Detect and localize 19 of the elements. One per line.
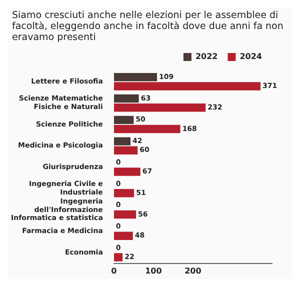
bar <box>114 137 131 146</box>
bar <box>114 168 140 176</box>
legend-label: 2022 <box>195 52 218 62</box>
bar <box>114 82 261 90</box>
bar <box>114 116 134 124</box>
bar <box>114 253 123 262</box>
bar <box>114 104 206 112</box>
bar <box>114 210 136 219</box>
x-tick-label: 200 <box>184 266 202 276</box>
x-tick-label: 100 <box>145 266 162 276</box>
x-tick-label: 0 <box>111 266 118 276</box>
bar <box>114 73 157 82</box>
chart-title: Siamo cresciuti anche nelle elezioni per le assemblee di facoltà, eleggendo anche in facoltà dove due anni fa non eravamo presenti <box>11 9 284 43</box>
bar <box>114 124 180 134</box>
bar <box>114 232 133 240</box>
bar <box>114 146 138 154</box>
bar <box>114 94 139 103</box>
legend-label: 2024 <box>240 52 262 62</box>
bar <box>114 189 134 198</box>
